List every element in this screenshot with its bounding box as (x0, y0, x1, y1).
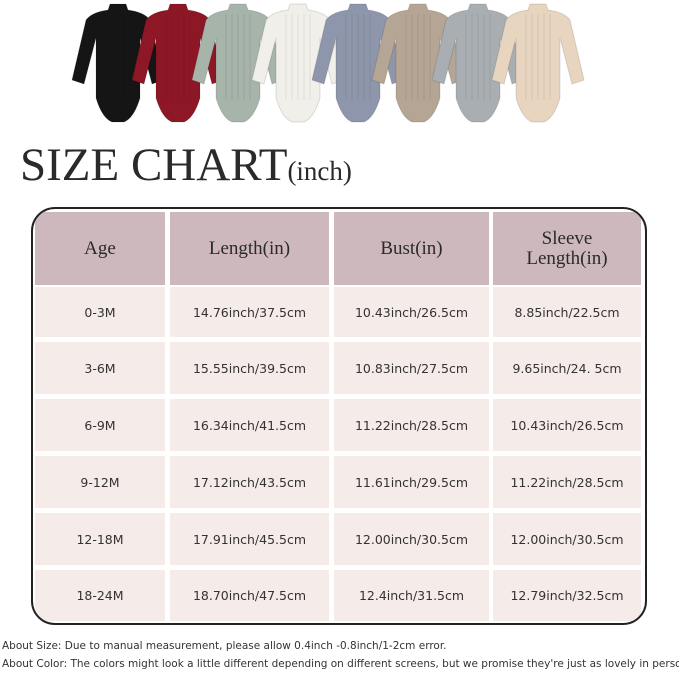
title-main: SIZE CHART (20, 139, 288, 191)
table-cell: 9.65inch/24. 5cm (493, 342, 641, 394)
table-cell: 12-18M (35, 513, 165, 565)
table-cell: 16.34inch/41.5cm (170, 399, 329, 451)
garment-2 (191, 3, 285, 123)
table-cell: 10.83inch/27.5cm (334, 342, 489, 394)
title-unit: (inch) (287, 156, 352, 186)
table-cell: 8.85inch/22.5cm (493, 287, 641, 337)
table-cell: 10.43inch/26.5cm (334, 287, 489, 337)
table-cell: 6-9M (35, 399, 165, 451)
garment-4 (311, 3, 405, 123)
column-header: Length(in) (170, 212, 329, 285)
table-cell: 17.91inch/45.5cm (170, 513, 329, 565)
garment-1 (131, 3, 225, 123)
table-cell: 11.22inch/28.5cm (493, 456, 641, 508)
column-header: Sleeve Length(in) (493, 212, 641, 285)
table-cell: 11.22inch/28.5cm (334, 399, 489, 451)
garment-0 (71, 3, 165, 123)
color-note: About Color: The colors might look a lit… (2, 658, 679, 670)
page-title: SIZE CHART(inch) (20, 138, 352, 192)
table-cell: 14.76inch/37.5cm (170, 287, 329, 337)
table-cell: 12.79inch/32.5cm (493, 570, 641, 621)
garment-6 (431, 3, 525, 123)
table-cell: 12.00inch/30.5cm (334, 513, 489, 565)
table-cell: 12.4inch/31.5cm (334, 570, 489, 621)
table-cell: 18.70inch/47.5cm (170, 570, 329, 621)
size-note: About Size: Due to manual measurement, p… (2, 640, 447, 652)
size-chart-table: Age Length(in) Bust(in) Sleeve Length(in) 0-… (31, 207, 647, 625)
table-cell: 9-12M (35, 456, 165, 508)
column-header: Age (35, 212, 165, 285)
garment-3 (251, 3, 345, 123)
column-header: Bust(in) (334, 212, 489, 285)
table-cell: 12.00inch/30.5cm (493, 513, 641, 565)
product-garments-image (71, 3, 585, 123)
table-cell: 0-3M (35, 287, 165, 337)
table-cell: 18-24M (35, 570, 165, 621)
table-cell: 15.55inch/39.5cm (170, 342, 329, 394)
table-cell: 17.12inch/43.5cm (170, 456, 329, 508)
table-cell: 11.61inch/29.5cm (334, 456, 489, 508)
garment-7 (491, 3, 585, 123)
table-cell: 10.43inch/26.5cm (493, 399, 641, 451)
table-cell: 3-6M (35, 342, 165, 394)
garment-5 (371, 3, 465, 123)
